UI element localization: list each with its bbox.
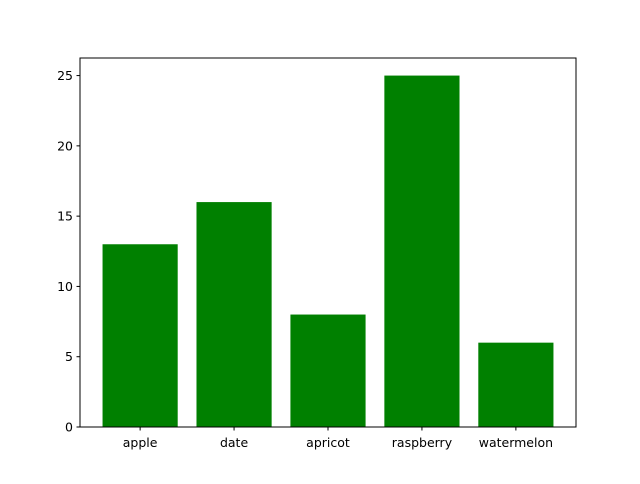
x-tick-label: watermelon: [479, 435, 553, 450]
bar-watermelon: [478, 342, 554, 427]
y-tick-label: 20: [57, 138, 73, 153]
x-tick-label: date: [220, 435, 248, 450]
plot-frame: [79, 57, 577, 428]
bar-apricot: [290, 314, 366, 427]
bar-date: [196, 202, 272, 427]
y-tick-label: 15: [57, 209, 73, 224]
x-tick-label: raspberry: [392, 435, 453, 450]
y-tick-label: 25: [57, 68, 73, 83]
x-axis: apple date apricot raspberry watermelon: [123, 427, 553, 450]
bar-raspberry: [384, 75, 460, 428]
x-tick-label: apple: [123, 435, 158, 450]
y-tick-label: 0: [65, 420, 73, 435]
y-axis: 0 5 10 15 20 25: [57, 68, 80, 435]
x-tick-label: apricot: [306, 435, 350, 450]
bar-apple: [102, 244, 178, 427]
y-tick-label: 5: [65, 349, 73, 364]
bars: [102, 75, 554, 428]
y-tick-label: 10: [57, 279, 73, 294]
